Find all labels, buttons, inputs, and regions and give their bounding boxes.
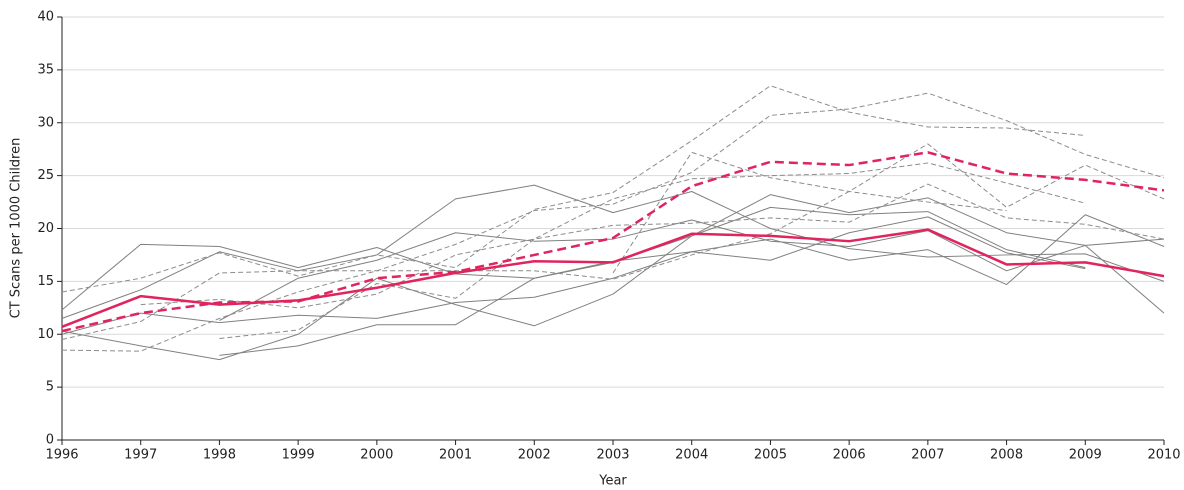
y-tick-label: 5 [46,380,54,395]
x-tick-label: 1996 [45,448,78,463]
x-tick-label: 2000 [360,448,393,463]
y-tick-label: 10 [37,327,54,342]
line-series [219,183,1165,339]
x-tick-label: 2006 [833,448,866,463]
y-tick-label: 40 [37,10,54,25]
x-tick-label: 1997 [124,448,157,463]
x-tick-label: 2007 [911,448,944,463]
x-tick-label: 2004 [675,448,708,463]
x-tick-label: 2005 [754,448,787,463]
line-series [61,85,1086,293]
line-series [61,214,1165,335]
line-series [61,194,1165,361]
x-tick-label: 2010 [1147,448,1180,463]
line-series [61,151,1165,333]
x-tick-label: 2002 [518,448,551,463]
y-axis-label: CT Scans per 1000 Children [9,138,24,319]
y-tick-label: 30 [37,115,54,130]
x-tick-label: 2008 [990,448,1023,463]
y-tick-label: 15 [37,274,54,289]
line-series [612,151,1007,274]
line-series [61,143,1165,341]
x-tick-label: 1998 [203,448,236,463]
line-series [219,219,1165,321]
line-series [61,92,1165,352]
line-series [61,206,1086,311]
line-series [219,216,1086,356]
x-tick-label: 2009 [1069,448,1102,463]
x-tick-label: 2001 [439,448,472,463]
x-axis-label: Year [598,474,627,489]
y-tick-label: 25 [37,168,54,183]
line-series [140,162,1086,309]
y-tick-label: 20 [37,221,54,236]
x-tick-label: 2003 [596,448,629,463]
y-tick-label: 35 [37,62,54,77]
line-series [61,184,1165,319]
y-tick-label: 0 [46,433,54,448]
x-tick-label: 1999 [282,448,315,463]
